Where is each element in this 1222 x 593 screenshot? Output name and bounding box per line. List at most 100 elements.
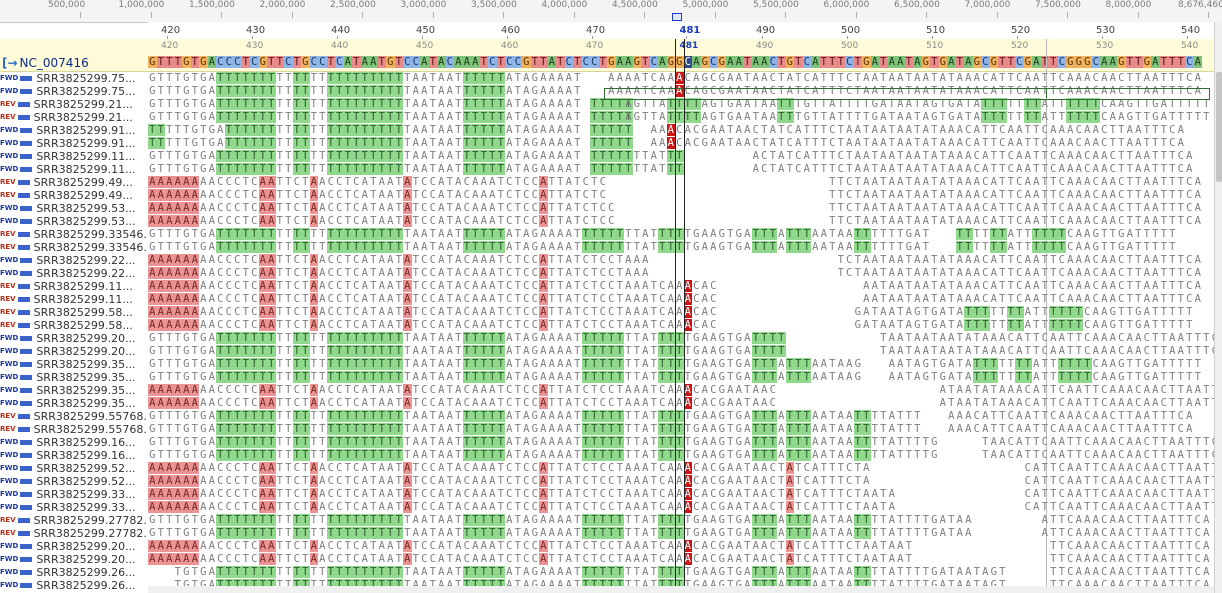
read-label[interactable]: FWD SRR3825299.75... <box>0 85 148 98</box>
read-row[interactable]: REV SRR3825299.58... A A A A A A A A C C C T C A A T T C T A A… <box>0 319 1214 332</box>
read-sequence[interactable]: TAACATTCAATTCAAACAACTTAATTTCA <box>981 449 1214 462</box>
read-label[interactable]: FWD SRR3825299.11... <box>0 150 148 163</box>
read-row[interactable]: REV SRR3825299.33546... G T T T G T G A T T T T T T T T T T… <box>0 241 1214 254</box>
read-label[interactable]: REV SRR3825299.27782... <box>0 527 148 540</box>
read-row[interactable]: FWD SRR3825299.33... A A A A A A A A C C C T C A A T T C T A A… <box>0 488 1214 501</box>
read-row[interactable]: FWD SRR3825299.35... G T T T G T G A T T T T T T T T T T T T T… <box>0 371 1214 384</box>
read-label[interactable]: FWD SRR3825299.52... <box>0 475 148 488</box>
read-row[interactable]: REV SRR3825299.49... A A A A A A A A C C C T C A A T T C T A A… <box>0 176 1214 189</box>
read-label[interactable]: FWD SRR3825299.75... <box>0 72 148 85</box>
overview-viewport-window[interactable] <box>672 13 682 21</box>
read-row[interactable]: REV SRR3825299.55768... G T T T G T G A T T T T T T T T T T… <box>0 410 1214 423</box>
read-sequence[interactable]: TAACATTCAATTCAAACAACTTAATTTCA <box>981 436 1214 449</box>
genome-overview-ruler[interactable]: 500,000 1,000,000 1,500,000 2,000,000 2,500,… <box>0 0 1222 23</box>
read-row[interactable]: FWD SRR3825299.20... G T T T G T G A T T T T T T T T T T T T T… <box>0 345 1214 358</box>
read-row[interactable]: REV SRR3825299.21... G T T T G T G A T T T T T T T T T T T T T… <box>0 98 1214 111</box>
read-label[interactable]: FWD SRR3825299.16... <box>0 436 148 449</box>
read-label[interactable]: REV SRR3825299.11... <box>0 293 148 306</box>
read-label[interactable]: FWD SRR3825299.35... <box>0 397 148 410</box>
read-row[interactable]: FWD SRR3825299.26... T G T G A T T T T T T T T T T T T T T T T… <box>0 579 1214 592</box>
read-row[interactable]: FWD SRR3825299.22... A A A A A A A A C C C T C A A T T C T A A… <box>0 254 1214 267</box>
read-row[interactable]: FWD SRR3825299.35... A A A A A A A A C C C T C A A T T C T A A… <box>0 384 1214 397</box>
read-label[interactable]: FWD SRR3825299.35... <box>0 384 148 397</box>
read-label[interactable]: FWD SRR3825299.20... <box>0 540 148 553</box>
read-row[interactable]: FWD SRR3825299.75... G T T T G T G A T T T T T T T T T T T T T… <box>0 72 1214 85</box>
read-label[interactable]: FWD SRR3825299.91... <box>0 137 148 150</box>
read-label[interactable]: REV SRR3825299.49... <box>0 176 148 189</box>
read-label[interactable]: FWD SRR3825299.20... <box>0 345 148 358</box>
read-row[interactable]: FWD SRR3825299.11... G T T T G T G A T T T T T T T T T T T T T… <box>0 163 1214 176</box>
read-label[interactable]: FWD SRR3825299.35... <box>0 371 148 384</box>
read-row[interactable]: REV SRR3825299.27782... G T T T G T G A T T T T T T T T T T… <box>0 527 1214 540</box>
read-label[interactable]: FWD SRR3825299.26... <box>0 566 148 579</box>
read-label[interactable]: REV SRR3825299.33546... <box>0 228 148 241</box>
read-row[interactable]: FWD SRR3825299.11... G T T T G T G A T T T T T T T T T T T T T… <box>0 150 1214 163</box>
read-row[interactable]: FWD SRR3825299.35... A A A A A A A A C C C T C A A T T C T A A… <box>0 397 1214 410</box>
read-row[interactable]: FWD SRR3825299.33... A A A A A A A A C C C T C A A T T C T A A… <box>0 501 1214 514</box>
read-row[interactable]: REV SRR3825299.27782... G T T T G T G A T T T T T T T T T T… <box>0 514 1214 527</box>
read-label[interactable]: REV SRR3825299.11... <box>0 280 148 293</box>
read-row[interactable]: FWD SRR3825299.35... G T T T G T G A T T T T T T T T T T T T T… <box>0 358 1214 371</box>
read-label[interactable]: REV SRR3825299.21... <box>0 98 148 111</box>
read-label[interactable]: FWD SRR3825299.20... <box>0 553 148 566</box>
read-row[interactable]: REV SRR3825299.11... A A A A A A A A C C C T C A A T T C T A A… <box>0 293 1214 306</box>
read-sequence[interactable]: TAATAATAATATAAACATTCAATTCAAACAACTTAATTTC… <box>879 345 1214 358</box>
read-row[interactable]: REV SRR3825299.11... A A A A A A A A C C C T C A A T T C T A A… <box>0 280 1214 293</box>
read-row[interactable]: FWD SRR3825299.91... T T T T T G T G A T T T T T T T T T T T T… <box>0 137 1214 150</box>
read-label[interactable]: FWD SRR3825299.16... <box>0 449 148 462</box>
reference-name[interactable]: [→ NC_007416 <box>2 56 89 70</box>
read-label[interactable]: REV SRR3825299.58... <box>0 306 148 319</box>
read-row[interactable]: REV SRR3825299.33546... G T T T G T G A T T T T T T T T T T… <box>0 228 1214 241</box>
read-label[interactable]: FWD SRR3825299.53... <box>0 215 148 228</box>
